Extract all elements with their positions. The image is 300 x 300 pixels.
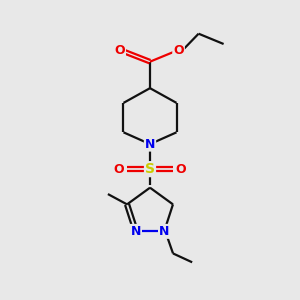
- Text: S: S: [145, 162, 155, 176]
- Text: O: O: [176, 163, 186, 176]
- Text: O: O: [114, 44, 125, 57]
- Text: N: N: [159, 225, 169, 238]
- Text: N: N: [130, 225, 141, 238]
- Text: O: O: [173, 44, 184, 57]
- Text: O: O: [114, 163, 124, 176]
- Text: N: N: [145, 138, 155, 151]
